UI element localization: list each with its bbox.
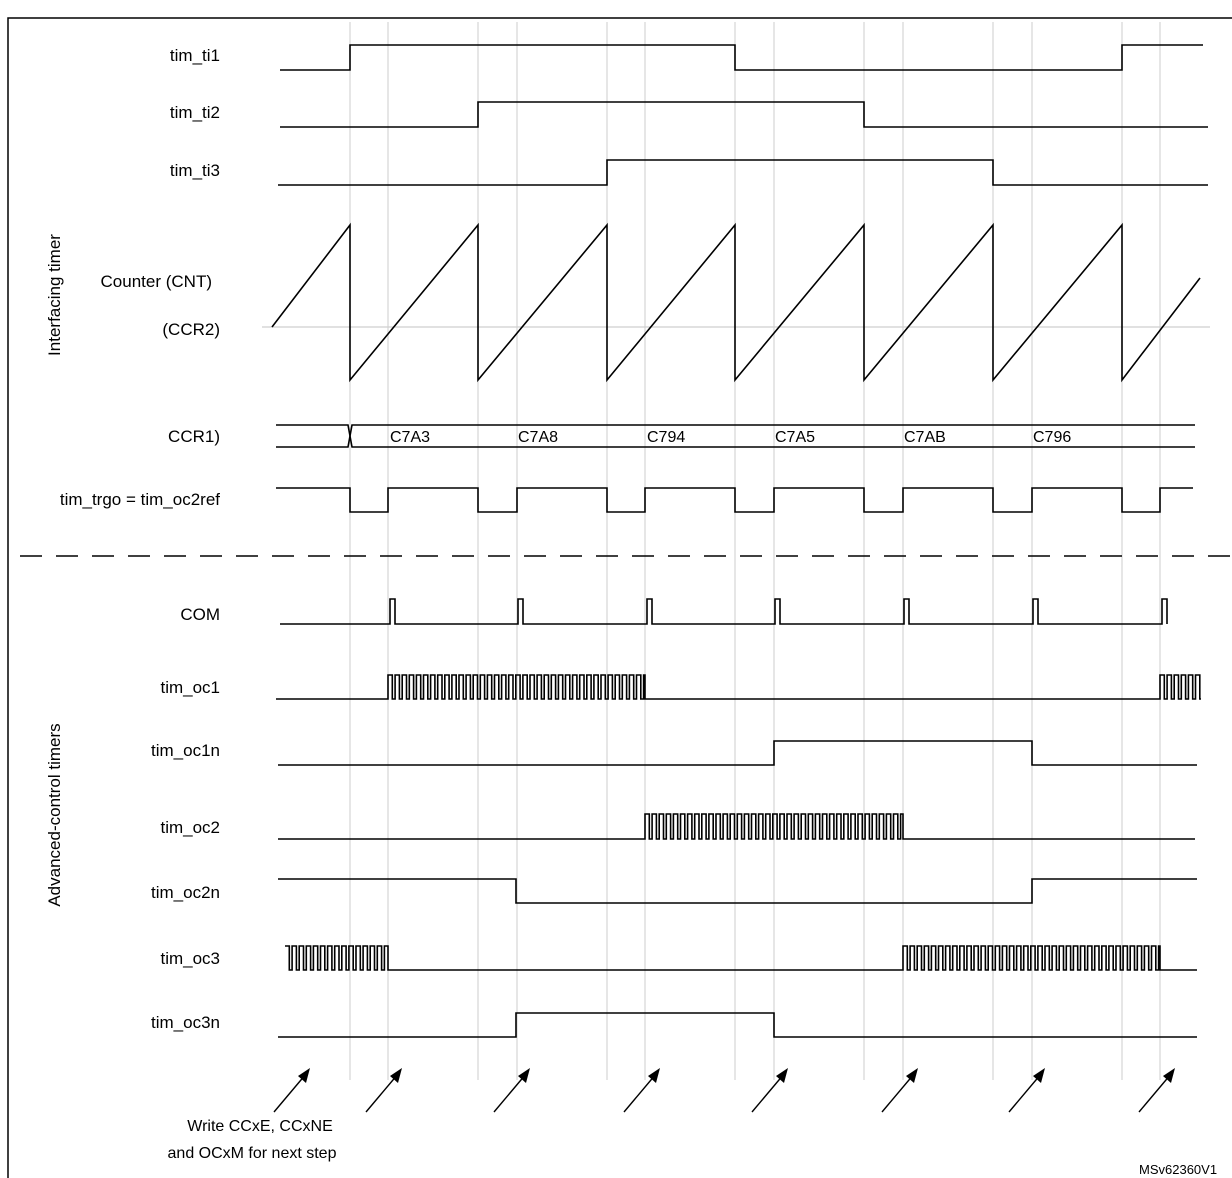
wave-tim-oc2: [278, 813, 1195, 840]
arrow-head: [776, 1068, 788, 1083]
ccr1-value: C794: [647, 429, 685, 446]
label-tim-oc1: tim_oc1: [160, 678, 220, 697]
wave-tim-ti1: [280, 44, 1203, 71]
wave-tim-ti2: [280, 101, 1208, 128]
arrow-line: [881, 1073, 915, 1113]
wave-tim-oc1n: [278, 740, 1197, 766]
label-trgo: tim_trgo = tim_oc2ref: [60, 490, 220, 509]
wave-tim-oc3: [285, 945, 1197, 971]
wave-counter: [271, 222, 1201, 383]
diagram-frame: [7, 17, 1232, 1178]
wave-com: [280, 598, 1168, 625]
time-grid: [349, 22, 1161, 1080]
group-label-advanced: Advanced-control timers: [45, 723, 64, 906]
ccr1-value: C7A5: [775, 429, 815, 446]
label-tim-oc1n: tim_oc1n: [151, 741, 220, 760]
arrow-head: [1163, 1068, 1175, 1083]
label-ccr2: (CCR2): [162, 320, 220, 339]
arrow-head: [518, 1068, 530, 1083]
annotation-line-1: Write CCxE, CCxNE: [187, 1118, 333, 1135]
arrow-head: [648, 1068, 660, 1083]
ccr1-value: C796: [1033, 429, 1071, 446]
write-arrows: [273, 1068, 1175, 1113]
ccr1-value: C7A8: [518, 429, 558, 446]
arrow-head: [1033, 1068, 1045, 1083]
label-tim-oc2: tim_oc2: [160, 818, 220, 837]
ccr1-value: C7AB: [904, 429, 946, 446]
arrow-line: [1008, 1073, 1042, 1113]
arrow-head: [298, 1068, 310, 1083]
arrow-line: [623, 1073, 657, 1113]
label-com: COM: [180, 605, 220, 624]
label-tim-ti2: tim_ti2: [170, 103, 220, 122]
group-label-interfacing: Interfacing timer: [45, 234, 64, 356]
ccr1-bus-line: [276, 424, 1195, 448]
ccr1-bus: C7A3 C7A8 C794 C7A5 C7AB C796: [276, 424, 1195, 448]
wave-tim-oc3n: [278, 1012, 1197, 1038]
label-ccr1: CCR1): [168, 427, 220, 446]
annotation-line-2: and OCxM for next step: [168, 1145, 337, 1162]
arrow-line: [1138, 1073, 1172, 1113]
arrow-head: [390, 1068, 402, 1083]
label-tim-oc2n: tim_oc2n: [151, 883, 220, 902]
label-tim-oc3: tim_oc3: [160, 949, 220, 968]
label-tim-ti3: tim_ti3: [170, 161, 220, 180]
ccr1-value: C7A3: [390, 429, 430, 446]
arrow-line: [365, 1073, 399, 1113]
wave-trgo: [276, 487, 1193, 513]
label-tim-oc3n: tim_oc3n: [151, 1013, 220, 1032]
figure-reference: MSv62360V1: [1139, 1162, 1217, 1177]
arrow-head: [906, 1068, 918, 1083]
ccr1-bus-line: [276, 424, 1195, 448]
label-counter: Counter (CNT): [101, 272, 212, 291]
label-tim-ti1: tim_ti1: [170, 46, 220, 65]
arrow-line: [751, 1073, 785, 1113]
wave-tim-ti3: [278, 159, 1208, 186]
wave-tim-oc2n: [278, 878, 1197, 904]
arrow-line: [273, 1073, 307, 1113]
wave-tim-oc1: [276, 674, 1201, 700]
arrow-line: [493, 1073, 527, 1113]
